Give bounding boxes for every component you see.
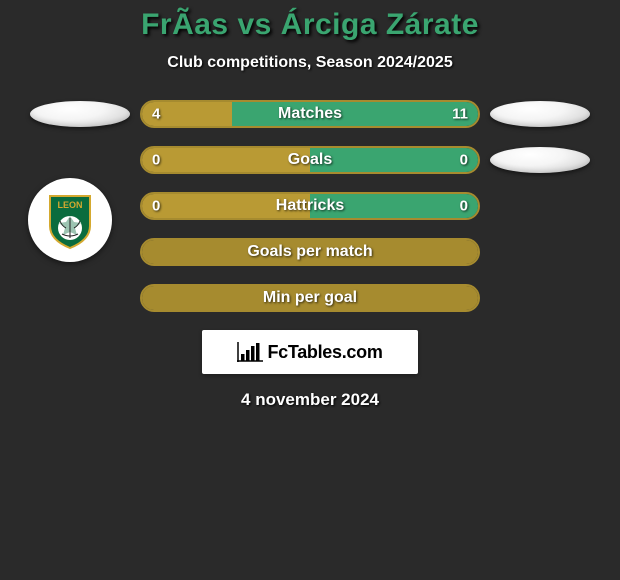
right-slot (480, 101, 600, 127)
subtitle: Club competitions, Season 2024/2025 (0, 54, 620, 72)
page-title: FrÃ­as vs Árciga Zárate (0, 8, 620, 42)
stat-row: Min per goal (0, 284, 620, 312)
stat-bar: Hattricks 0 0 (140, 192, 480, 220)
player-ellipse-right (490, 147, 590, 173)
bar-chart-icon (237, 342, 263, 362)
stat-value-right: 11 (452, 106, 468, 123)
stat-row: Matches 4 11 (0, 100, 620, 128)
bar-right-segment (310, 148, 478, 172)
stat-label: Min per goal (263, 289, 357, 307)
stat-bar: Goals 0 0 (140, 146, 480, 174)
brand-box[interactable]: FcTables.com (202, 330, 418, 374)
right-slot (480, 147, 600, 173)
brand-text: FcTables.com (267, 342, 382, 363)
leon-badge-icon: LEON (38, 188, 102, 252)
player-ellipse-right (490, 101, 590, 127)
stat-label: Hattricks (276, 197, 344, 215)
bar-right-segment (232, 102, 478, 126)
stat-value-left: 4 (152, 106, 160, 123)
bar-left-segment (142, 148, 310, 172)
stat-bar: Goals per match (140, 238, 480, 266)
left-slot (20, 101, 140, 127)
stat-label: Matches (278, 105, 342, 123)
stat-label: Goals per match (247, 243, 372, 261)
stat-bar: Min per goal (140, 284, 480, 312)
stat-label: Goals (288, 151, 332, 169)
club-badge-left: LEON (28, 178, 112, 262)
stat-value-right: 0 (460, 152, 468, 169)
date-label: 4 november 2024 (0, 390, 620, 410)
player-ellipse-left (30, 101, 130, 127)
stat-bar: Matches 4 11 (140, 100, 480, 128)
stat-value-left: 0 (152, 198, 160, 215)
stat-value-left: 0 (152, 152, 160, 169)
svg-text:LEON: LEON (57, 200, 82, 210)
stat-row: Goals 0 0 (0, 146, 620, 174)
stat-value-right: 0 (460, 198, 468, 215)
